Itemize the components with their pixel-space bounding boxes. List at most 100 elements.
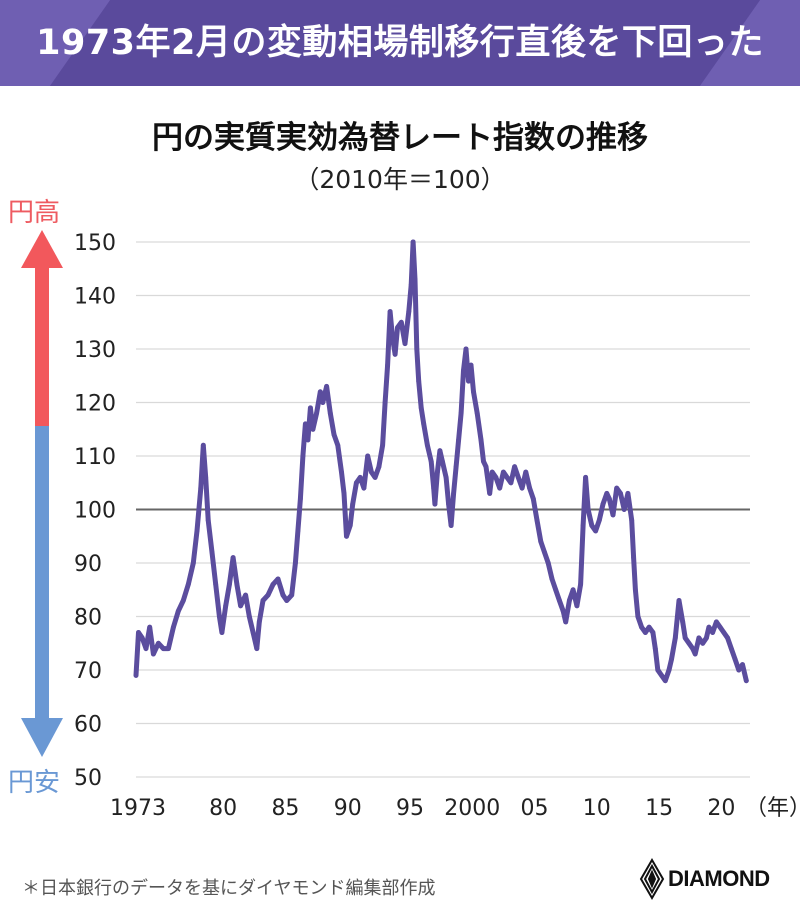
- data-point: [139, 635, 145, 641]
- data-point: [478, 437, 484, 443]
- data-point: [171, 624, 176, 630]
- data-point: [549, 576, 555, 582]
- x-tick-label: 80: [209, 796, 237, 821]
- data-point: [350, 501, 356, 507]
- data-point: [410, 239, 416, 245]
- data-point: [527, 485, 532, 491]
- y-tick-label: 80: [74, 606, 102, 631]
- data-point: [489, 469, 495, 475]
- data-point: [560, 608, 566, 614]
- data-point: [303, 421, 308, 427]
- data-point: [604, 491, 610, 496]
- data-point: [156, 640, 161, 646]
- data-point: [728, 646, 734, 651]
- y-tick-label: 150: [74, 231, 116, 256]
- data-point: [425, 442, 430, 448]
- data-point: [468, 362, 474, 368]
- data-point: [219, 630, 225, 635]
- data-point: [412, 277, 418, 282]
- data-point: [585, 507, 591, 512]
- y-tick-label: 70: [74, 659, 102, 684]
- data-point: [357, 475, 363, 480]
- data-point: [574, 603, 580, 609]
- data-point: [589, 523, 595, 528]
- data-point: [456, 437, 461, 443]
- data-point: [481, 459, 486, 464]
- data-point: [314, 410, 319, 416]
- data-point: [250, 630, 256, 635]
- data-point: [234, 582, 240, 587]
- data-point: [567, 598, 572, 603]
- data-point: [515, 475, 521, 480]
- data-point: [631, 555, 636, 560]
- data-point: [659, 673, 664, 678]
- x-tick-labels: 1973 80 85 90 95 2000 05 10 15 20: [110, 796, 735, 821]
- data-point: [194, 528, 200, 534]
- data-point: [369, 469, 374, 475]
- data-point: [421, 421, 427, 427]
- data-point: [175, 608, 181, 614]
- data-point: [471, 389, 476, 395]
- data-point: [672, 635, 678, 641]
- data-point: [512, 464, 517, 470]
- data-point: [147, 624, 153, 630]
- data-point: [136, 630, 141, 635]
- data-point: [717, 624, 723, 630]
- data-point: [682, 635, 688, 641]
- data-point: [446, 501, 451, 507]
- data-point: [580, 523, 586, 528]
- y-tick-labels: 50 60 70 80 90 100 110 120 130 140 150: [74, 231, 116, 791]
- data-point: [443, 475, 449, 480]
- data-point: [289, 592, 295, 598]
- arrow-down-shaft: [35, 426, 49, 722]
- data-point: [331, 432, 337, 437]
- data-point: [696, 635, 702, 641]
- data-point: [280, 592, 286, 598]
- data-point: [483, 464, 489, 470]
- data-point: [339, 469, 344, 475]
- data-point: [260, 598, 266, 603]
- data-point: [534, 517, 540, 523]
- data-point: [606, 496, 612, 502]
- data-point: [387, 309, 393, 314]
- data-point: [395, 325, 400, 330]
- data-point: [324, 384, 329, 389]
- y-tick-label: 120: [74, 392, 116, 417]
- data-point: [614, 485, 620, 491]
- data-point: [504, 475, 510, 480]
- yen-appreciation-label: 円高: [8, 198, 61, 228]
- data-point: [310, 426, 316, 432]
- data-point: [666, 667, 672, 673]
- data-point: [563, 619, 569, 625]
- data-point: [553, 587, 559, 593]
- direction-arrow: [21, 230, 63, 757]
- y-tick-label: 50: [74, 766, 102, 791]
- data-point: [618, 491, 623, 496]
- data-point: [463, 346, 469, 352]
- data-point: [662, 678, 668, 684]
- data-point: [736, 667, 742, 673]
- data-point: [380, 442, 385, 448]
- diamond-logo-icon: [639, 858, 665, 900]
- data-point: [270, 582, 276, 587]
- data-point: [600, 501, 606, 507]
- data-point: [398, 319, 404, 325]
- data-point: [200, 442, 206, 448]
- data-point: [493, 475, 499, 480]
- data-point: [217, 614, 222, 619]
- data-point: [392, 351, 398, 357]
- data-point: [161, 646, 166, 651]
- data-point: [223, 603, 229, 609]
- data-point: [293, 560, 298, 566]
- data-point: [414, 346, 420, 352]
- data-point: [458, 410, 464, 416]
- data-point: [213, 582, 219, 587]
- data-point: [570, 587, 576, 593]
- data-point: [300, 453, 306, 459]
- data-point: [710, 630, 715, 635]
- x-tick-label: 10: [583, 796, 611, 821]
- data-point: [732, 656, 738, 662]
- data-point: [497, 485, 503, 491]
- data-point: [308, 405, 313, 411]
- data-point: [284, 598, 290, 603]
